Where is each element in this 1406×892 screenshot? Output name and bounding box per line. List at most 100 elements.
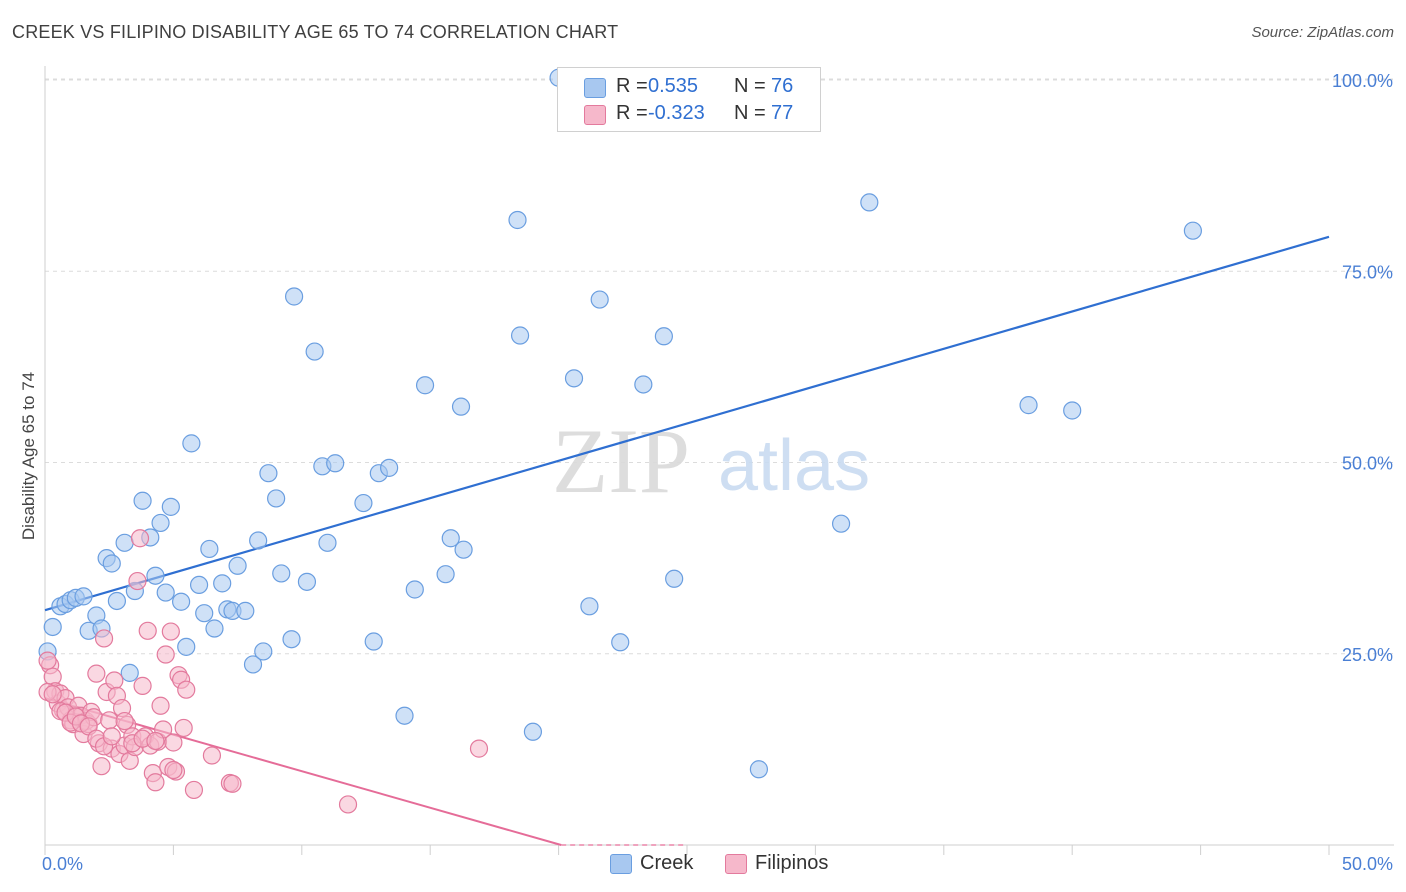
creek-label: Creek xyxy=(640,852,694,874)
filipinos-point xyxy=(174,718,193,738)
creek-point xyxy=(665,569,684,588)
filipinos-point xyxy=(102,727,121,746)
filipinos-point xyxy=(164,760,183,780)
creek-point xyxy=(1183,221,1202,240)
series-filipinos xyxy=(38,529,489,814)
y-tick-label: 50.0% xyxy=(1342,454,1393,474)
creek-point xyxy=(172,592,191,611)
creek-point xyxy=(267,489,286,508)
filipinos-swatch xyxy=(584,105,606,125)
filipinos-point xyxy=(133,676,152,695)
filipinos-point xyxy=(130,529,150,548)
creek-point xyxy=(107,591,127,611)
creek-point xyxy=(189,575,209,595)
filipinos-point xyxy=(94,629,114,648)
y-tick-label: 100.0% xyxy=(1332,71,1393,91)
creek-point xyxy=(380,458,399,477)
legend-n-value: 77 xyxy=(771,102,794,124)
filipinos-swatch xyxy=(725,854,747,874)
legend-n-value: 76 xyxy=(771,75,794,97)
creek-point xyxy=(133,491,152,510)
chart-source: Source: ZipAtlas.com xyxy=(1251,24,1394,41)
creek-point xyxy=(259,464,278,483)
tick-labels: 25.0% 50.0% 75.0% 100.0% 0.0% 50.0% xyxy=(42,71,1393,874)
creek-point xyxy=(654,327,673,346)
creek-point xyxy=(318,533,337,552)
creek-trend-line xyxy=(44,235,1330,612)
creek-point xyxy=(120,663,139,682)
creek-point xyxy=(415,376,435,395)
creek-point xyxy=(510,326,530,345)
creek-point xyxy=(243,655,263,674)
creek-point xyxy=(177,637,196,656)
creek-point xyxy=(156,583,175,602)
creek-point xyxy=(182,434,201,453)
legend-r-value: 0.535 xyxy=(648,75,699,97)
series-creek xyxy=(38,67,1202,779)
filipinos-point xyxy=(105,671,124,690)
filipinos-point xyxy=(177,680,196,699)
creek-point xyxy=(254,642,273,661)
filipinos-point xyxy=(164,733,183,752)
creek-point xyxy=(749,760,769,779)
creek-point xyxy=(161,497,180,516)
creek-point xyxy=(228,556,247,575)
creek-point xyxy=(74,587,93,606)
creek-point xyxy=(146,566,165,585)
creek-point xyxy=(102,554,121,573)
legend-n-label: N = xyxy=(734,102,766,124)
creek-point xyxy=(523,722,543,741)
creek-point xyxy=(590,290,609,309)
creek-point xyxy=(451,397,471,416)
filipinos-point xyxy=(87,664,106,683)
creek-point xyxy=(454,540,473,559)
creek-point xyxy=(282,630,301,649)
creek-point xyxy=(1063,401,1082,420)
legend-r-label: R = xyxy=(616,102,648,124)
legend-n-label: N = xyxy=(734,75,766,97)
creek-swatch xyxy=(610,854,632,874)
filipinos-point xyxy=(338,795,358,814)
filipinos-point xyxy=(469,739,489,758)
filipinos-point xyxy=(156,645,175,664)
y-tick-label: 75.0% xyxy=(1342,262,1393,282)
creek-point xyxy=(436,565,455,584)
filipinos-point xyxy=(223,774,242,793)
filipinos-point xyxy=(151,696,170,715)
creek-point xyxy=(326,454,345,473)
creek-point xyxy=(236,601,255,621)
watermark: ZIP atlas xyxy=(552,410,870,512)
filipinos-point xyxy=(38,651,57,670)
creek-point xyxy=(272,564,291,583)
axes xyxy=(44,66,1394,855)
creek-point xyxy=(441,529,460,548)
creek-point xyxy=(580,597,599,616)
gridlines xyxy=(45,78,1394,655)
watermark-zip: ZIP xyxy=(552,410,690,512)
filipinos-label: Filipinos xyxy=(755,852,829,874)
filipinos-point xyxy=(128,571,147,591)
creek-point xyxy=(284,287,304,306)
filipinos-point xyxy=(43,685,62,704)
legend-r-value: -0.323 xyxy=(648,102,705,124)
watermark-atlas: atlas xyxy=(718,426,870,506)
creek-point xyxy=(200,539,219,559)
creek-point xyxy=(151,513,170,533)
creek-point xyxy=(249,531,268,550)
creek-swatch xyxy=(584,78,606,98)
creek-point xyxy=(354,493,373,513)
creek-point xyxy=(634,375,653,394)
creek-point xyxy=(115,533,134,552)
filipinos-point xyxy=(161,622,180,641)
data-points xyxy=(38,67,1202,814)
creek-point xyxy=(195,604,214,623)
filipinos-point xyxy=(115,711,134,731)
filipinos-point xyxy=(146,731,165,751)
creek-point xyxy=(508,210,527,230)
creek-point xyxy=(564,369,584,388)
x-tick-label: 0.0% xyxy=(42,854,83,874)
filipinos-point xyxy=(138,621,157,640)
legend: R = 0.535 N = 76 R = -0.323 N = 77 xyxy=(557,67,821,132)
creek-point xyxy=(405,580,424,599)
